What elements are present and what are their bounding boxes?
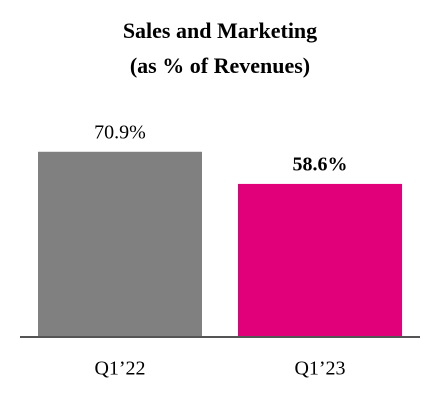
x-tick-label: Q1’23 [294,358,345,380]
bar [238,183,402,337]
chart-title: Sales and Marketing [123,18,317,43]
value-label: 58.6% [293,154,348,176]
value-label: 70.9% [94,121,146,143]
x-tick-label: Q1’22 [94,358,145,380]
bar [38,151,202,337]
chart-subtitle: (as % of Revenues) [130,53,310,78]
